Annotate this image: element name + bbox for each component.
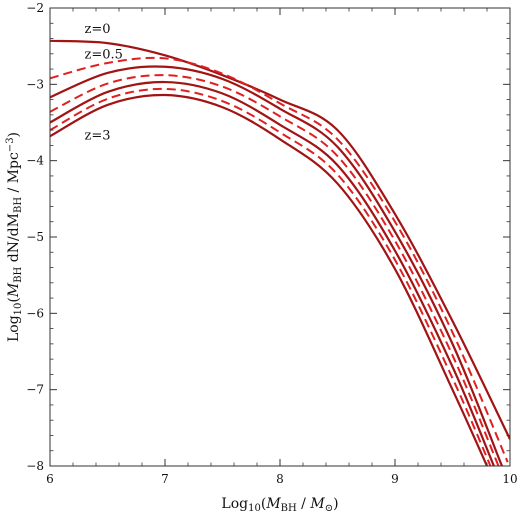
x-tick-label-1: 7: [161, 472, 169, 486]
y-tick-label-2: −6: [26, 306, 44, 320]
x-tick-label-2: 8: [276, 472, 284, 486]
y-tick-label-5: −3: [26, 77, 44, 91]
series-line-5: [50, 87, 492, 466]
series-line-2: [50, 65, 503, 466]
x-axis-label: Log10(MBH / M⊙): [221, 496, 338, 514]
x-tick-label-3: 9: [391, 472, 399, 486]
tick-layer: 6 7 8 9 10 −8 −7 −6 −5 −4 −3 −2: [26, 1, 517, 486]
series-layer: [50, 39, 510, 466]
series-line-0: [50, 39, 510, 440]
y-tick-label-0: −8: [26, 459, 44, 473]
annotation-label-1: z=0.5: [85, 47, 123, 62]
y-tick-label-6: −2: [26, 1, 44, 15]
annotation-label-0: z=0: [85, 22, 111, 37]
series-line-4: [50, 80, 495, 466]
y-tick-label-4: −4: [26, 154, 44, 168]
y-axis-label: Log10(MBH dN/dMBH / Mpc−3): [5, 132, 24, 342]
y-tick-label-1: −7: [26, 383, 44, 397]
annotation-label-2: z=3: [85, 128, 111, 143]
series-line-1: [50, 56, 509, 463]
series-line-6: [50, 93, 489, 466]
plot-background: [50, 8, 510, 466]
x-tick-label-4: 10: [502, 472, 517, 486]
annotation-layer: z=0 z=0.5 z=3: [85, 22, 123, 143]
series-line-3: [50, 74, 500, 466]
y-tick-label-3: −5: [26, 230, 44, 244]
x-tick-label-0: 6: [46, 472, 54, 486]
